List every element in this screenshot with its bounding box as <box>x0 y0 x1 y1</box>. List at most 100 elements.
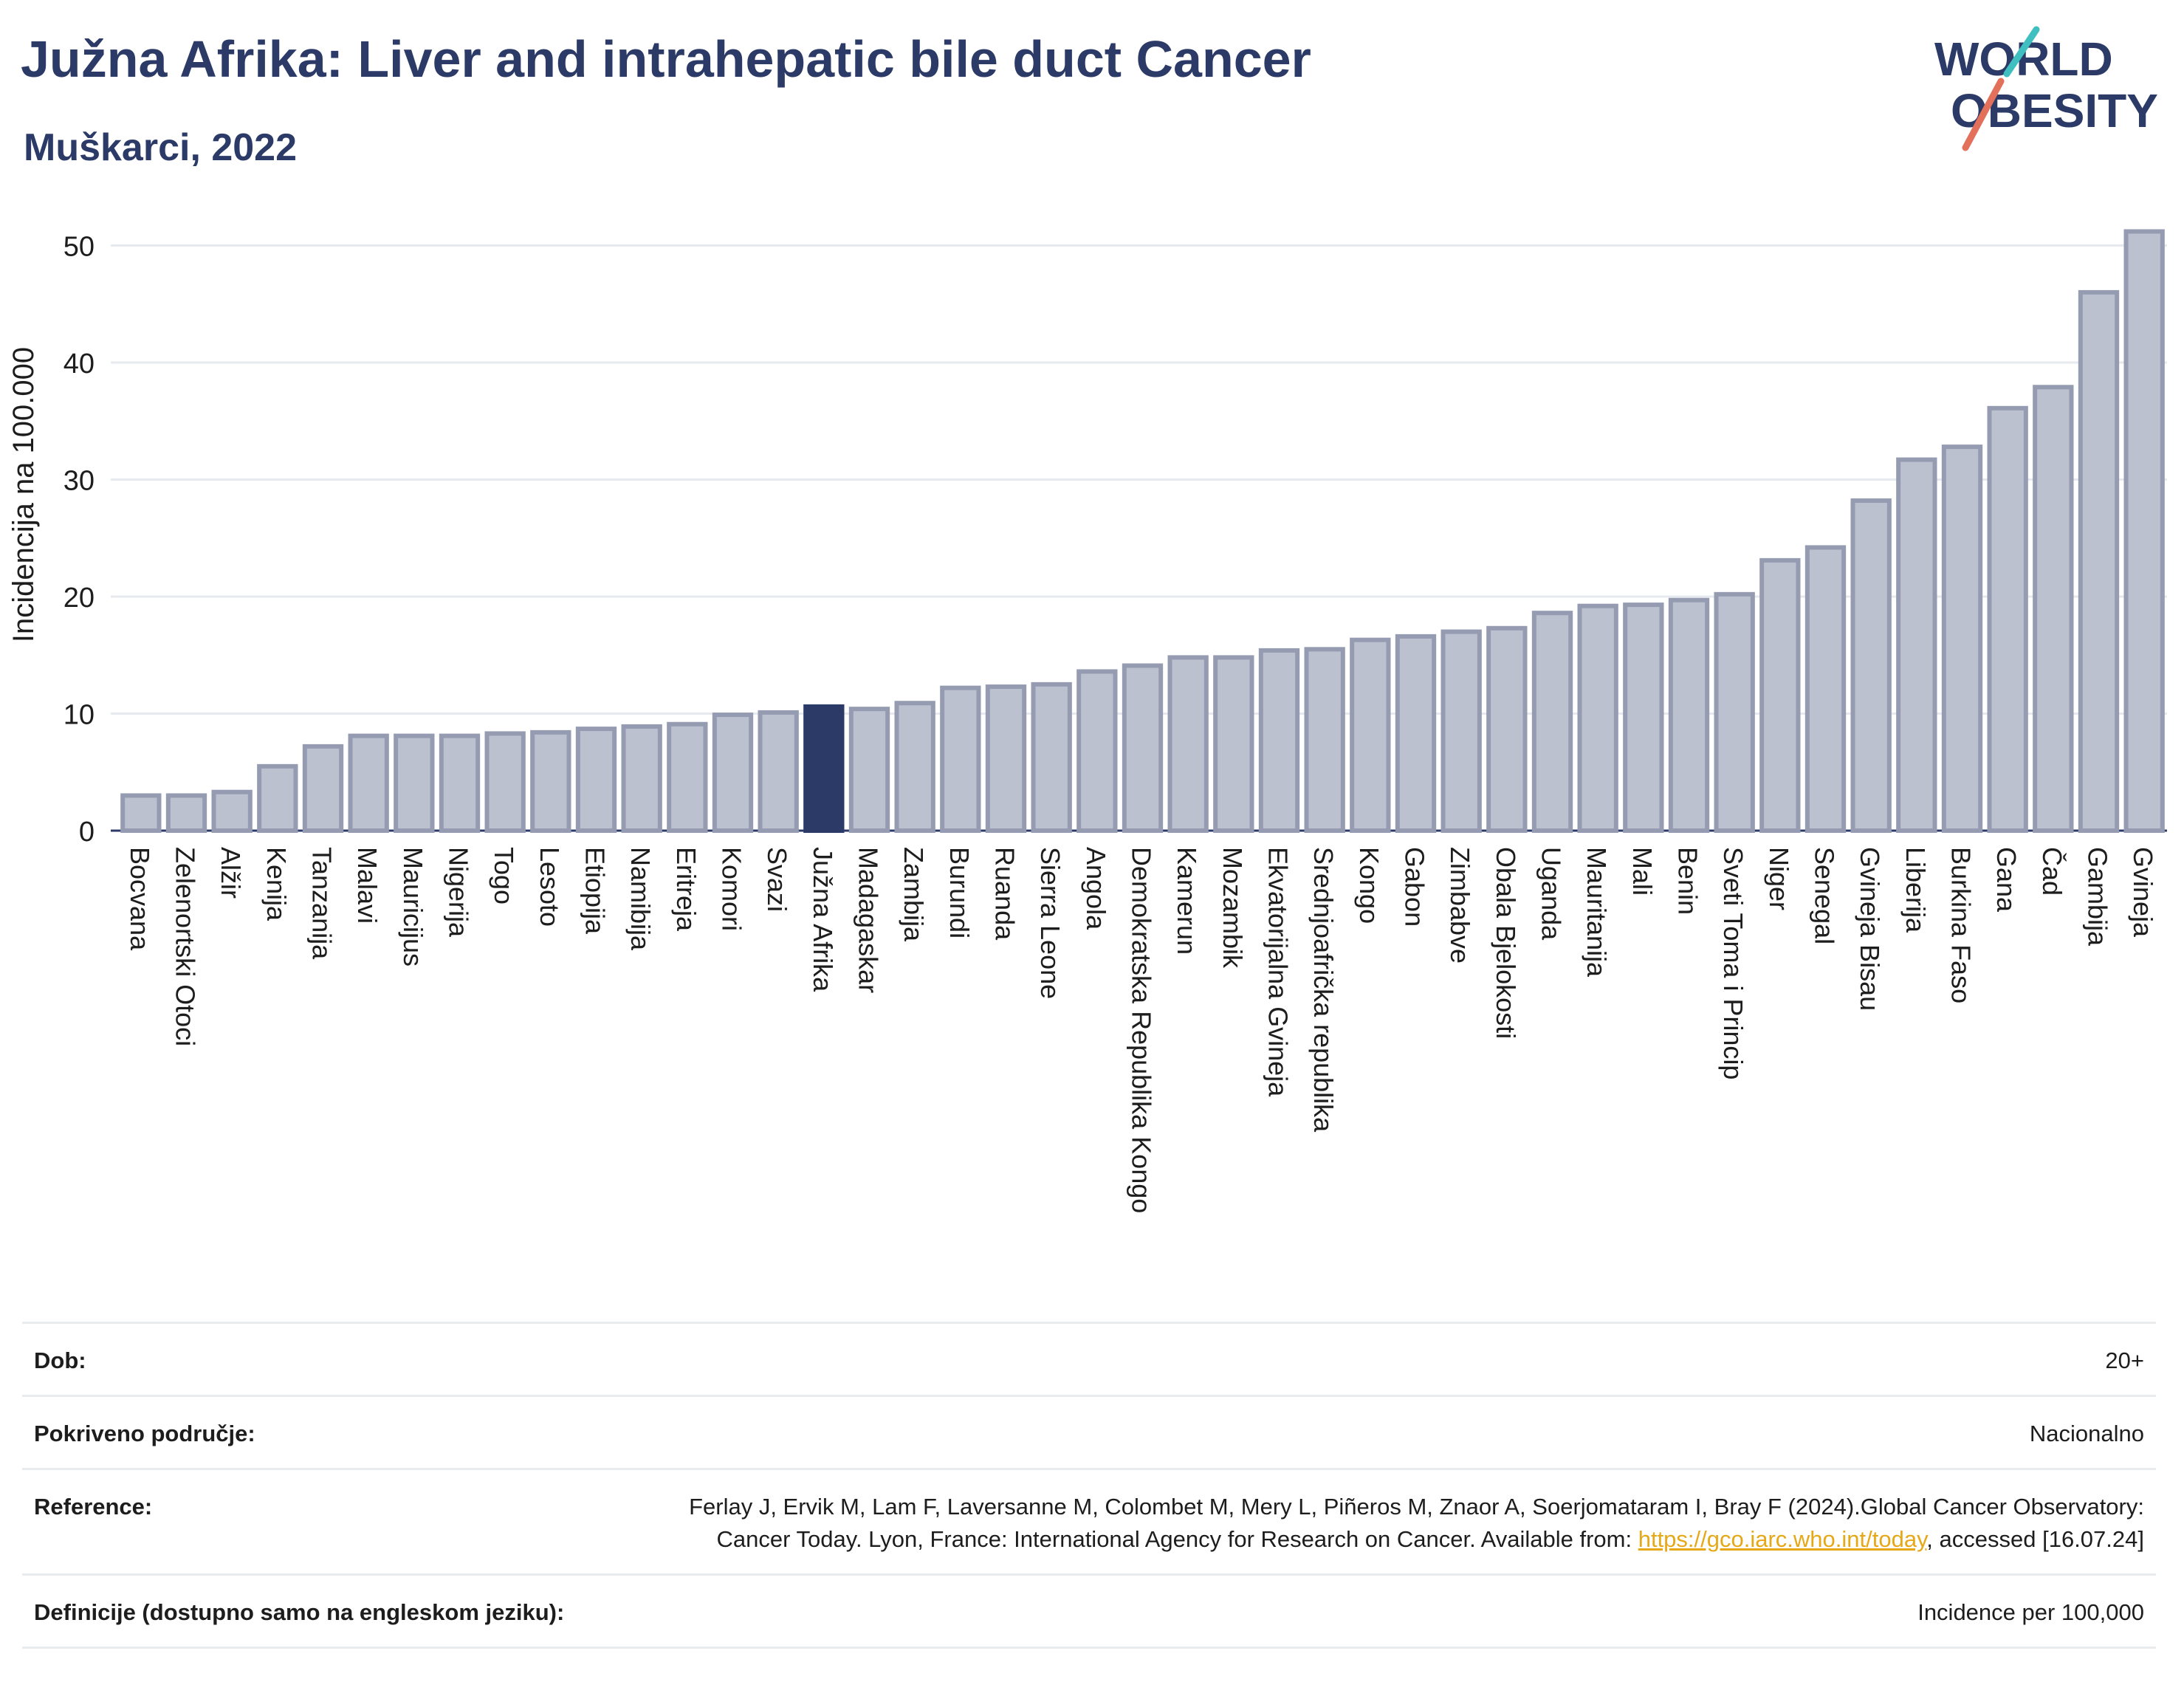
world-obesity-logo: WORLD OBESITY <box>1934 26 2158 151</box>
x-tick-label: Lesoto <box>535 847 565 927</box>
bar <box>1167 655 1209 833</box>
x-tick-label: Bocvana <box>125 847 155 951</box>
x-tick-label: Liberija <box>1900 847 1931 933</box>
chart-subtitle: Muškarci, 2022 <box>24 126 298 169</box>
bar <box>1350 637 1391 834</box>
bar <box>1896 457 1937 833</box>
bar <box>2078 289 2120 833</box>
reference-text: Ferlay J, Ervik M, Lam F, Laversanne M, … <box>689 1494 2144 1552</box>
x-tick-label: Burkina Faso <box>1946 847 1977 1003</box>
x-tick-label: Kongo <box>1354 847 1384 924</box>
bar <box>302 744 344 834</box>
y-tick-label: 0 <box>79 817 95 848</box>
info-row-reference: Reference: Ferlay J, Ervik M, Lam F, Lav… <box>22 1468 2156 1573</box>
bar <box>1850 498 1892 834</box>
info-row-coverage: Pokriveno područje: Nacionalno <box>22 1395 2156 1468</box>
x-tick-label: Gana <box>1991 847 2022 913</box>
x-tick-label: Gambija <box>2083 847 2113 947</box>
x-tick-label: Mali <box>1627 847 1658 896</box>
x-tick-label: Mauricijus <box>398 847 428 967</box>
x-tick-label: Niger <box>1764 847 1794 910</box>
x-tick-labels: Bocvana Zelenortski Otoci Alžir Kenija Tanza… <box>125 847 2158 1213</box>
y-tick-label: 40 <box>63 349 95 380</box>
reference-link[interactable]: https://gco.iarc.who.int/today <box>1638 1526 1927 1552</box>
info-table: Dob: 20+ Pokriveno područje: Nacionalno … <box>22 1322 2156 1649</box>
x-tick-label: Namibija <box>625 847 656 951</box>
x-tick-label: Eritreja <box>671 847 701 932</box>
x-tick-label: Komori <box>717 847 747 931</box>
x-tick-label: Zambija <box>899 847 929 942</box>
x-tick-label: Alžir <box>216 847 246 899</box>
bar <box>758 710 799 833</box>
bar <box>394 733 435 833</box>
x-tick-label: Etiopija <box>580 847 611 935</box>
x-tick-label: Kamerun <box>1172 847 1202 955</box>
bar <box>1714 591 1755 834</box>
bar <box>1987 405 2028 833</box>
bar <box>484 731 526 833</box>
bar <box>712 713 754 834</box>
bar <box>1941 444 1983 833</box>
x-tick-label: Južna Afrika <box>808 847 838 992</box>
x-tick-label: Senegal <box>1810 847 1840 944</box>
bar <box>940 685 981 833</box>
reference-accessed: , accessed [16.07.24] <box>1926 1526 2144 1552</box>
row-label: Definicije (dostupno samo na engleskom j… <box>34 1599 565 1625</box>
bar <box>848 707 890 833</box>
row-label: Reference: <box>34 1494 153 1520</box>
bar-chart: 0 10 20 30 40 50 Bocvana Zelenortski Otoci Alži… <box>63 229 2167 1213</box>
row-value: Nacionalno <box>2029 1421 2144 1446</box>
bar <box>1486 625 1528 833</box>
bar <box>2033 385 2074 833</box>
x-tick-label: Nigerija <box>444 847 474 938</box>
info-row-age: Dob: 20+ <box>22 1322 2156 1395</box>
bar <box>621 724 662 833</box>
x-tick-label: Malavi <box>352 847 382 924</box>
bar <box>1122 663 1164 834</box>
x-tick-label: Gabon <box>1400 847 1430 927</box>
x-tick-label: Gvineja Bisau <box>1855 847 1885 1011</box>
x-tick-label: Srednjoafrička republika <box>1308 847 1339 1133</box>
bar <box>439 733 481 833</box>
bar <box>1304 647 1345 834</box>
bar <box>1577 603 1618 833</box>
bar <box>1759 557 1801 833</box>
x-tick-label: Gvineja <box>2128 847 2158 938</box>
bar <box>1395 634 1437 833</box>
bar <box>2123 229 2165 834</box>
chart-title: Južna Afrika: Liver and intrahepatic bil… <box>21 30 1311 88</box>
y-tick-label: 20 <box>63 583 95 614</box>
x-tick-label: Obala Bjelokosti <box>1491 847 1521 1039</box>
x-tick-label: Čad <box>2037 847 2067 896</box>
x-tick-label: Svazi <box>762 847 792 912</box>
bar <box>575 727 617 833</box>
x-tick-label: Sveti Toma i Princip <box>1718 847 1748 1079</box>
bar <box>120 793 162 833</box>
row-label: Pokriveno područje: <box>34 1421 255 1446</box>
info-row-definition: Definicije (dostupno samo na engleskom j… <box>22 1573 2156 1649</box>
row-value: Ferlay J, Ervik M, Lam F, Laversanne M, … <box>623 1491 2144 1556</box>
bar <box>985 684 1027 833</box>
x-tick-label: Benin <box>1673 847 1703 915</box>
bar <box>348 733 389 833</box>
bar <box>1623 602 1664 833</box>
bar <box>1804 545 1847 833</box>
logo-line1: WORLD <box>1934 32 2113 86</box>
x-tick-label: Mozambik <box>1218 847 1248 969</box>
bar-highlight <box>803 704 845 833</box>
x-tick-label: Ruanda <box>990 847 1020 941</box>
x-tick-label: Zimbabve <box>1445 847 1475 964</box>
x-tick-label: Angola <box>1081 847 1111 930</box>
x-tick-label: Tanzanija <box>307 847 337 960</box>
bars <box>120 229 2165 834</box>
bar <box>894 701 935 833</box>
bar <box>1076 669 1118 833</box>
bar <box>211 789 253 833</box>
bar <box>1531 611 1573 833</box>
x-tick-label: Mauritanija <box>1582 847 1612 978</box>
bar <box>1031 682 1072 833</box>
x-tick-label: Kenija <box>261 847 292 921</box>
row-value: 20+ <box>2105 1347 2144 1373</box>
y-tick-label: 50 <box>63 232 95 263</box>
bar <box>257 763 298 833</box>
